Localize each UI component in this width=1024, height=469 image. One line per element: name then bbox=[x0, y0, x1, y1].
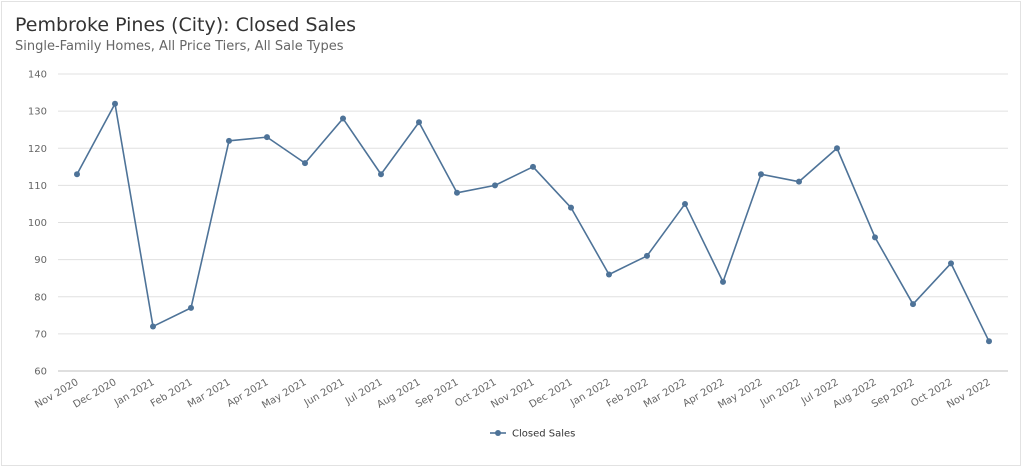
series-layer bbox=[74, 100, 992, 345]
y-tick-label: 90 bbox=[34, 255, 47, 266]
data-point bbox=[302, 160, 308, 167]
y-tick-label: 80 bbox=[34, 292, 47, 303]
x-tick-label: Nov 2022 bbox=[945, 377, 992, 411]
data-point bbox=[416, 119, 422, 126]
data-point bbox=[910, 301, 916, 308]
chart-title: Pembroke Pines (City): Closed Sales bbox=[15, 14, 357, 36]
data-point bbox=[378, 171, 384, 178]
data-point bbox=[682, 200, 688, 207]
x-tick-label: Jun 2022 bbox=[758, 377, 803, 409]
data-point bbox=[188, 304, 194, 311]
data-point bbox=[758, 171, 764, 178]
legend-label: Closed Sales bbox=[512, 429, 575, 440]
data-point bbox=[720, 278, 726, 285]
y-tick-label: 130 bbox=[28, 107, 47, 118]
data-point bbox=[834, 145, 840, 152]
data-point bbox=[226, 137, 232, 144]
x-tick-label: Sep 2021 bbox=[414, 377, 461, 410]
legend[interactable]: Closed Sales bbox=[490, 429, 575, 440]
data-point bbox=[112, 100, 118, 107]
x-tick-label: Aug 2022 bbox=[831, 377, 878, 411]
y-tick-label: 100 bbox=[28, 218, 47, 229]
data-point bbox=[948, 260, 954, 267]
x-tick-label: Jan 2021 bbox=[112, 377, 157, 409]
y-tick-label: 140 bbox=[28, 70, 47, 81]
x-tick-label: Dec 2021 bbox=[527, 377, 574, 411]
x-tick-label: Aug 2021 bbox=[375, 377, 422, 411]
data-point bbox=[644, 252, 650, 259]
data-point bbox=[606, 271, 612, 278]
y-tick-label: 110 bbox=[28, 181, 47, 192]
x-tick-label: Jan 2022 bbox=[568, 377, 613, 409]
data-point bbox=[568, 204, 574, 211]
chart-subtitle: Single-Family Homes, All Price Tiers, Al… bbox=[15, 39, 344, 54]
data-point bbox=[150, 323, 156, 330]
data-point bbox=[492, 182, 498, 189]
y-axis-ticks: 60 70 80 90 100 110 120 130 140 bbox=[28, 70, 47, 378]
y-tick-label: 70 bbox=[34, 329, 47, 340]
y-tick-label: 60 bbox=[34, 367, 47, 378]
data-point bbox=[872, 234, 878, 241]
y-tick-label: 120 bbox=[28, 144, 47, 155]
data-point bbox=[264, 134, 270, 141]
data-point bbox=[454, 189, 460, 196]
x-tick-label: Mar 2022 bbox=[642, 377, 689, 410]
gridlines bbox=[58, 73, 1008, 372]
x-tick-label: Sep 2022 bbox=[870, 377, 917, 410]
x-tick-label: Jun 2021 bbox=[302, 377, 347, 409]
data-point bbox=[530, 163, 536, 170]
data-point bbox=[74, 171, 80, 178]
x-tick-label: Mar 2021 bbox=[186, 377, 233, 410]
data-point bbox=[796, 178, 802, 185]
x-tick-label: Dec 2020 bbox=[71, 377, 118, 411]
legend-marker bbox=[495, 430, 501, 436]
data-point bbox=[986, 338, 992, 345]
data-point bbox=[340, 115, 346, 122]
